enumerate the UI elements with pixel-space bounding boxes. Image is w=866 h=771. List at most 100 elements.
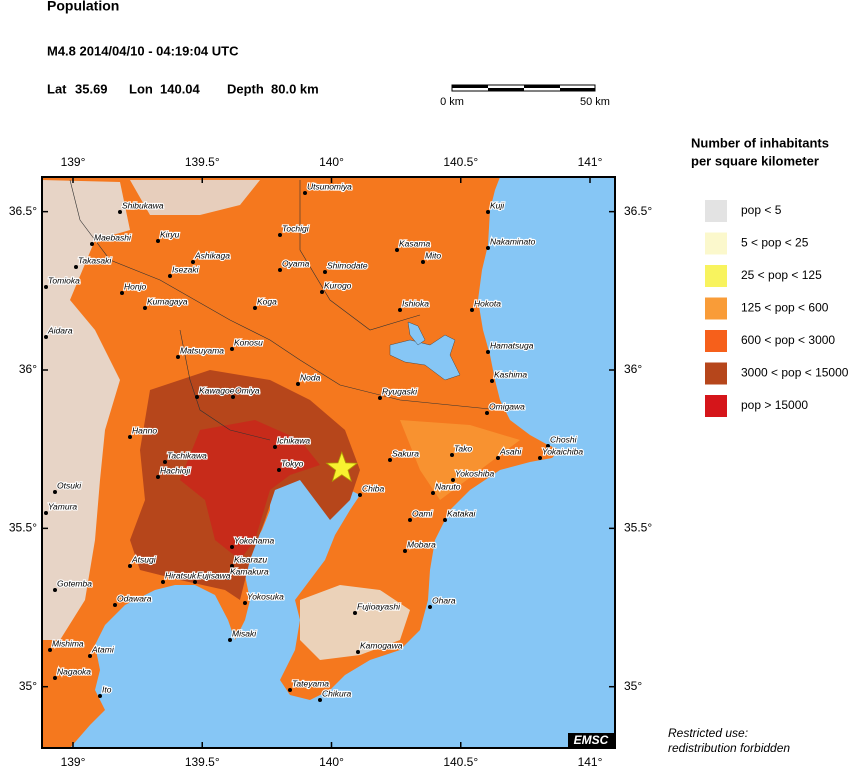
city-label: Oami [412,508,433,518]
city-label: Yokaichiba [542,446,583,456]
city-dot [296,382,300,386]
city-label: Hachioji [160,465,191,475]
city-dot [163,460,167,464]
footer-line: redistribution forbidden [668,741,790,755]
prefecture-borders [69,179,501,441]
city-dot [320,290,324,294]
city-dot [421,260,425,264]
x-tick-label: 140.5° [443,155,478,169]
city-dot [288,688,292,692]
city-dot [486,210,490,214]
city-label: Utsunomiya [307,181,352,191]
city-dot [128,564,132,568]
city-dot [378,396,382,400]
city-label: Hanno [132,425,157,435]
city-label: Choshi [550,434,578,444]
city-label: Matsuyama [180,345,224,355]
x-tick-label: 141° [578,755,603,769]
city-dot [193,580,197,584]
city-dot [356,650,360,654]
city-label: Honjo [124,281,146,291]
y-tick-label: 36.5° [9,204,37,218]
urban-dense [180,420,320,560]
legend-title: Number of inhabitants [691,135,829,150]
city-label: Kashima [494,369,527,379]
city-label: Chikura [322,688,352,698]
y-tick-label: 35.5° [624,521,652,535]
y-tick-label: 35.5° [9,521,37,535]
city-dot [450,453,454,457]
city-label: Atsugi [131,554,157,564]
city-dot [538,456,542,460]
legend-swatch [705,297,727,320]
city-dot [74,265,78,269]
legend-swatch [705,232,727,255]
sparse-west [42,180,130,640]
city-dot [195,395,199,399]
sparse-north [130,180,260,215]
city-label: Kiryu [160,229,180,239]
legend-label: 3000 < pop < 15000 [741,366,849,380]
legend-label: pop < 5 [741,203,782,217]
badge: EMSC [574,733,609,747]
event-line: M4.8 2014/04/10 - 04:19:04 UTC [47,43,239,58]
city-dot [408,518,412,522]
sparse-boso [300,585,410,660]
city-dot [191,260,195,264]
city-dot [486,350,490,354]
city-dot [431,491,435,495]
y-tick-label: 36.5° [624,204,652,218]
city-label: Tachikawa [167,450,207,460]
city-dot [226,576,230,580]
x-tick-label: 140.5° [443,755,478,769]
legend: Number of inhabitants per square kilomet… [691,135,849,417]
x-tick-label: 140° [319,755,344,769]
city-dot [48,648,52,652]
x-tick-label: 141° [578,155,603,169]
city-label: Ryugaski [382,386,418,396]
city-label: Ohara [432,595,456,605]
city-label: Hamatsuga [490,340,534,350]
city-dot [273,445,277,449]
epicenter [325,451,359,483]
city-label: Fujisawa [197,570,231,580]
city-label: Ichikawa [277,435,310,445]
city-dot [168,274,172,278]
rural-east [400,420,520,500]
city-label: Oyama [282,258,310,268]
city-label: Nakaminato [490,236,536,246]
depth-value: 80.0 km [271,81,319,96]
city-dot [230,564,234,568]
city-label: Kuji [490,200,505,210]
city-label: Naruto [435,481,461,491]
x-tick-label: 139° [61,155,86,169]
city-label: Misaki [232,628,257,638]
city-label: Katakai [447,508,476,518]
city-label: Gotemba [57,578,92,588]
city-dot [451,478,455,482]
city-dot [88,654,92,658]
city-label: Kisarazu [234,554,267,564]
city-label: Yokohama [234,535,274,545]
city-label: Odawara [117,593,152,603]
x-tick-label: 140° [319,155,344,169]
y-tick-label: 35° [19,679,37,693]
city-dot [490,379,494,383]
city-label: Aidara [47,325,73,335]
y-tick-label: 36° [624,362,642,376]
city-dot [496,456,500,460]
city-dot [118,210,122,214]
city-dot [278,268,282,272]
city-dot [353,611,357,615]
city-label: Kamogawa [360,640,403,650]
legend-swatch [705,330,727,352]
city-label: Kasama [399,238,430,248]
title: Population [47,0,119,14]
city-dot [403,549,407,553]
city-label: Kamakura [230,566,269,576]
city-dot [176,355,180,359]
city-dot [486,246,490,250]
city-dot [243,601,247,605]
city-label: Ashikaga [194,250,230,260]
city-dot [44,285,48,289]
